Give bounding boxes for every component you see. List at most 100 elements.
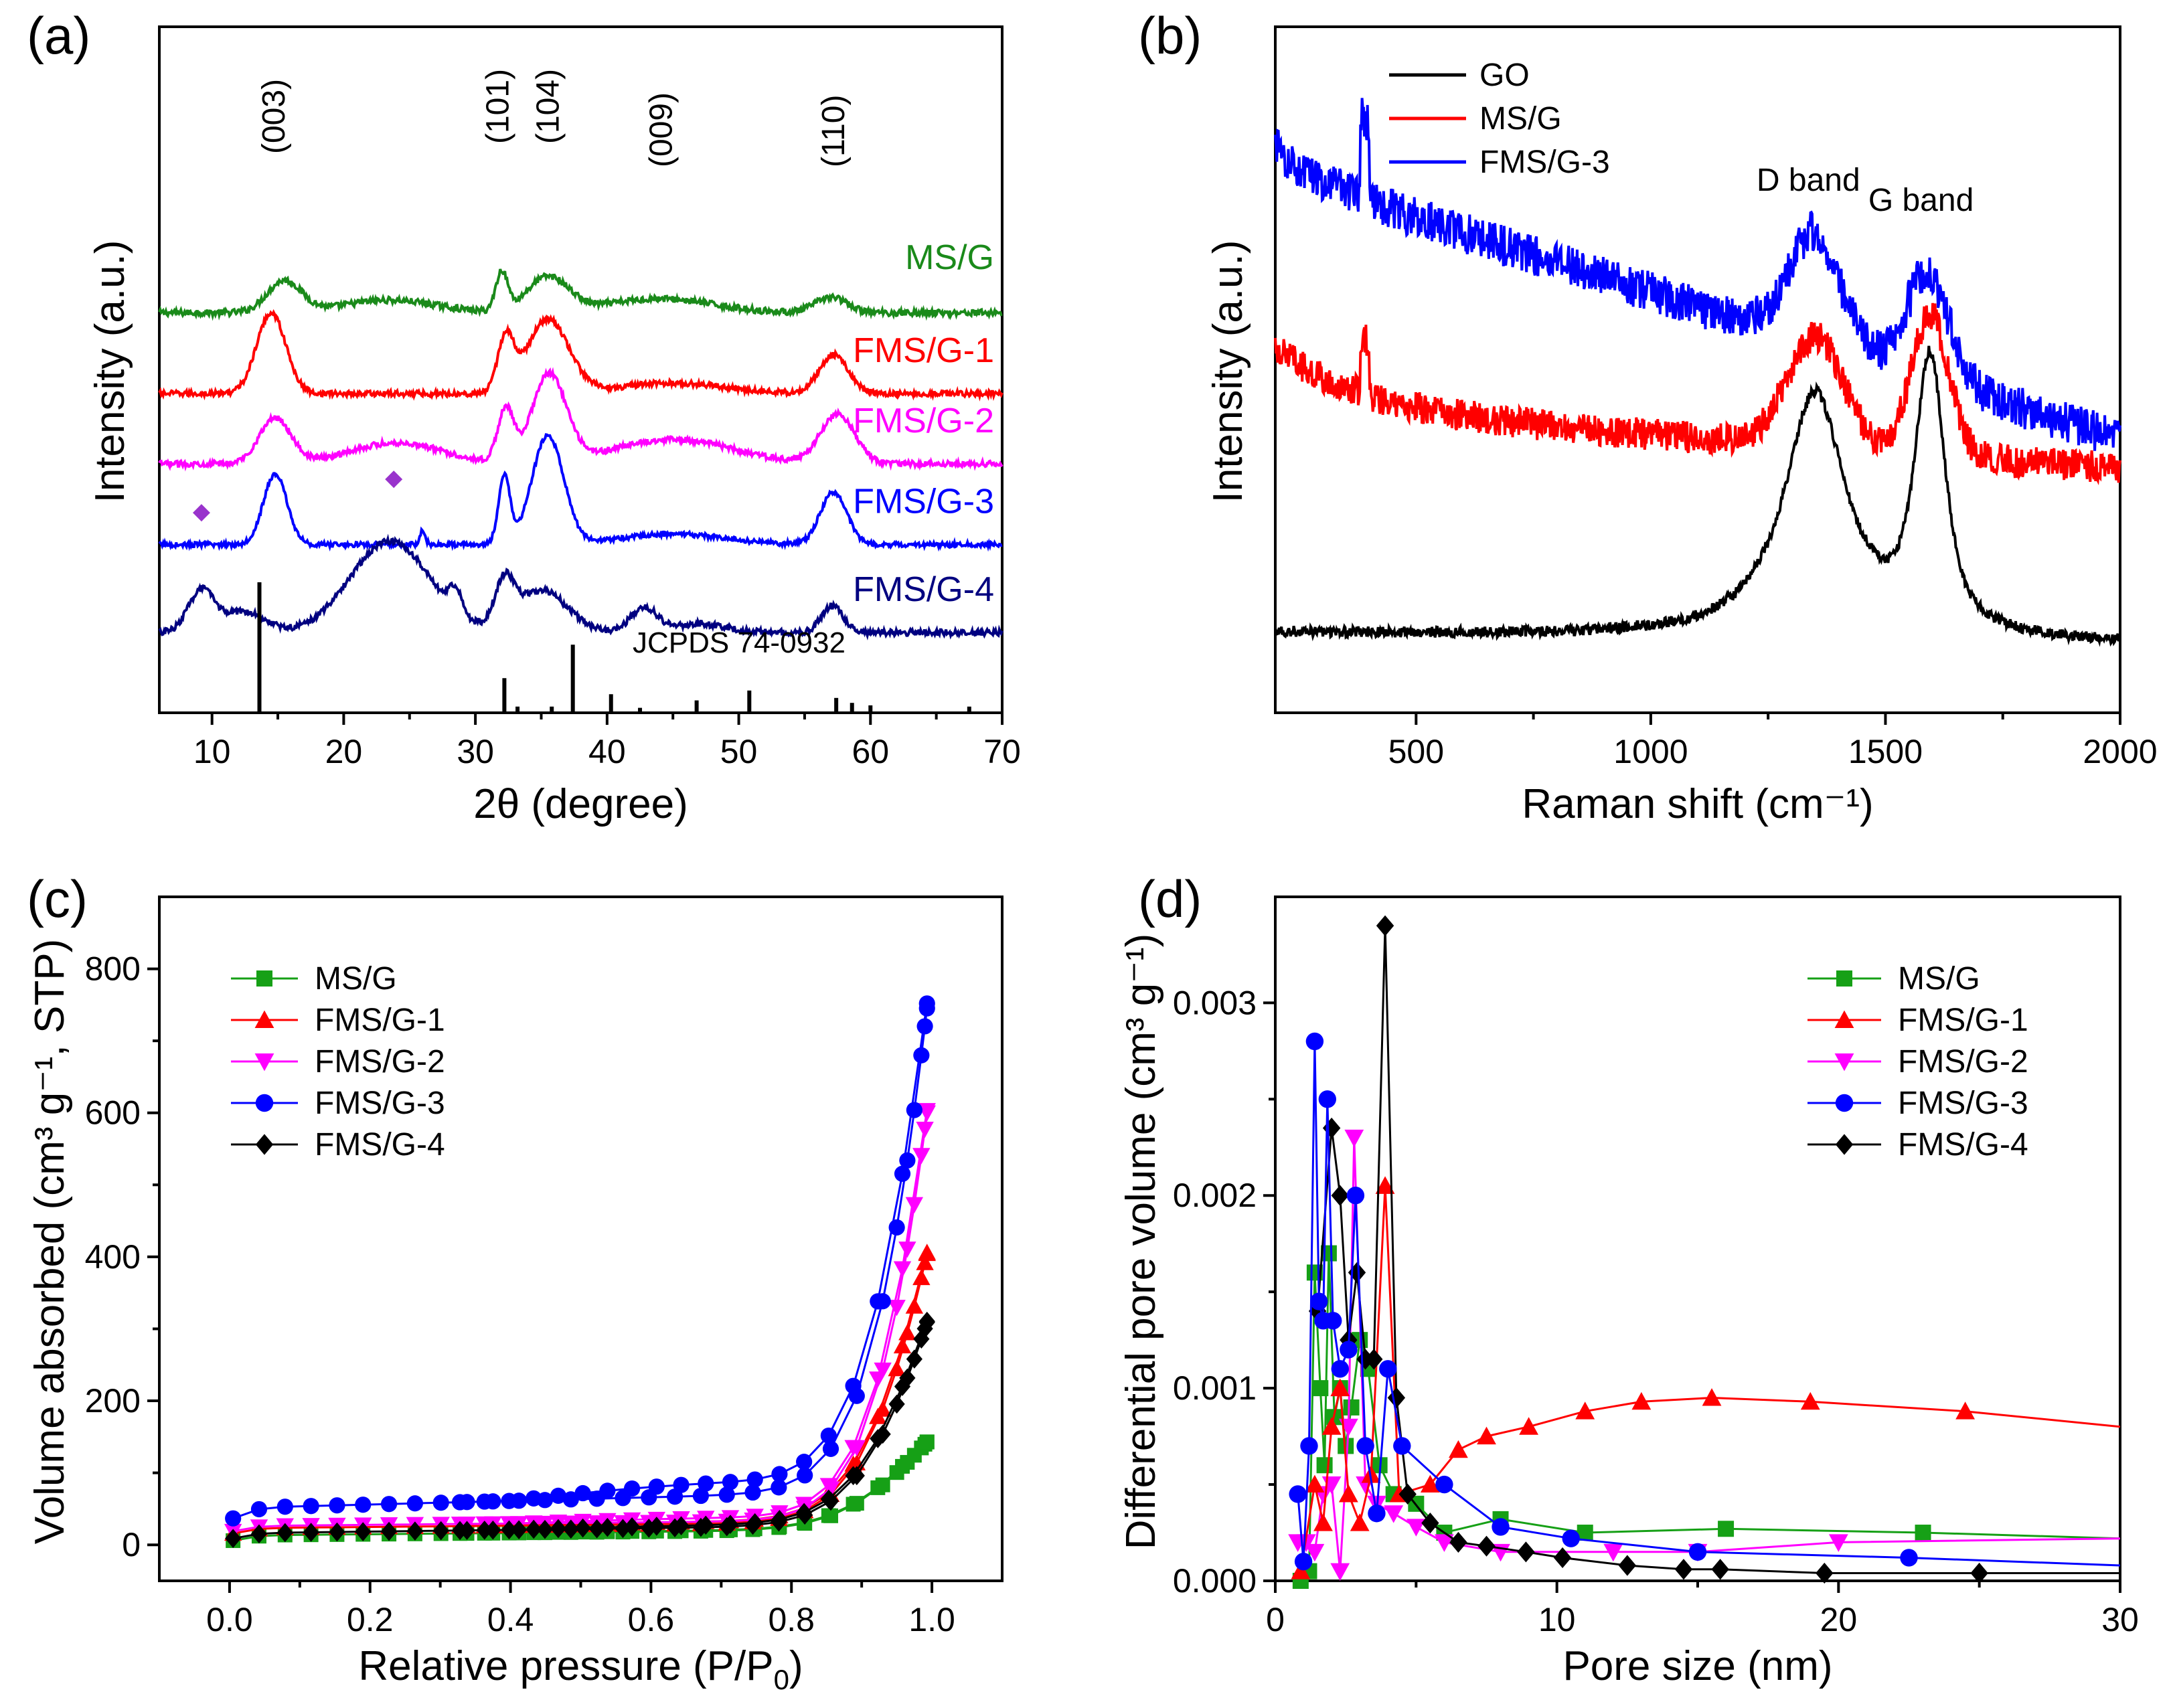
data-point	[821, 1508, 836, 1523]
data-point	[225, 1510, 242, 1527]
data-point	[1718, 1521, 1735, 1537]
data-point	[588, 1519, 605, 1539]
data-point	[1340, 1341, 1358, 1359]
legend-marker	[1834, 1053, 1854, 1072]
data-point	[912, 1148, 931, 1165]
data-point	[870, 1480, 886, 1495]
trace-label: FMS/G-4	[853, 570, 994, 609]
x-tick-label: 10	[193, 733, 231, 770]
data-point	[599, 1482, 616, 1499]
trace-label: FMS/G-1	[853, 331, 994, 370]
panel-b-raman: 500 1000 1500 2000 (b) Raman shift (cm⁻¹) Inte…	[1138, 6, 2158, 827]
data-point	[1955, 1401, 1976, 1420]
y-axis-title: Intensity (a.u.)	[1205, 240, 1251, 503]
data-point	[1517, 1541, 1535, 1563]
data-point	[905, 1197, 924, 1213]
y-tick-label: 0.000	[1173, 1562, 1257, 1600]
data-point	[303, 1523, 319, 1542]
x-tick-label: 40	[588, 733, 626, 770]
data-point	[276, 1499, 293, 1515]
impurity-marker: ◆	[385, 465, 403, 491]
data-point	[913, 1047, 930, 1063]
x-tick-label: 2000	[2083, 733, 2157, 770]
data-point	[1308, 1300, 1327, 1322]
y-tick-label: 600	[85, 1094, 141, 1132]
data-point	[1575, 1401, 1595, 1420]
data-point	[550, 1519, 567, 1539]
legend-label: FMS/G-3	[315, 1086, 445, 1121]
data-point	[1435, 1534, 1454, 1552]
legend-label: FMS/G-3	[1898, 1086, 2028, 1121]
trace-label: FMS/G-3	[853, 483, 994, 521]
data-point	[501, 1520, 517, 1540]
data-point	[874, 1362, 892, 1379]
legend-label: FMS/G-1	[1898, 1003, 2028, 1038]
x-tick-label: 0.4	[487, 1601, 534, 1638]
legend-marker	[254, 1053, 274, 1072]
y-tick-label: 0	[122, 1526, 141, 1563]
x-tick-label: 1.0	[908, 1601, 955, 1638]
data-point	[536, 1519, 554, 1539]
data-point	[501, 1492, 517, 1509]
legend-label: FMS/G-4	[1898, 1127, 2028, 1163]
data-point	[550, 1487, 567, 1504]
xrd-trace-fms-g-4	[158, 533, 1003, 640]
legend-marker	[256, 970, 272, 987]
data-point	[1688, 1543, 1707, 1561]
data-point	[562, 1491, 579, 1508]
data-point	[1387, 1387, 1406, 1409]
data-point	[380, 1521, 398, 1541]
data-point	[845, 1466, 862, 1486]
x-tick-label: 70	[983, 733, 1021, 770]
y-axis-title: Differential pore volume (cm³ g⁻¹)	[1118, 934, 1164, 1550]
data-point	[1331, 1360, 1349, 1378]
data-point	[1376, 915, 1394, 936]
impurity-marker: ◆	[193, 499, 211, 524]
legend-label: FMS/G-4	[315, 1127, 445, 1163]
isotherm-series-fms-g-3	[225, 995, 935, 1527]
y-tick-label: 0.001	[1173, 1369, 1257, 1407]
x-tick-label: 500	[1388, 733, 1444, 770]
data-point	[746, 1513, 763, 1533]
data-point	[844, 1440, 862, 1456]
x-tick-label: 0.0	[206, 1601, 253, 1638]
legend-marker	[1836, 970, 1852, 987]
y-tick-label: 400	[85, 1238, 141, 1276]
data-point	[771, 1509, 788, 1529]
panel-c-letter: (c)	[27, 869, 88, 928]
x-tick-label: 30	[2101, 1601, 2139, 1638]
x-tick-label: 20	[325, 733, 363, 770]
x-axis-title: Raman shift (cm⁻¹)	[1522, 781, 1873, 827]
data-point	[796, 1503, 813, 1523]
data-point	[1289, 1485, 1307, 1503]
x-axis-title: 2θ (degree)	[473, 781, 688, 827]
raman-trace-fms-g-3	[1274, 98, 2121, 451]
data-point	[870, 1293, 886, 1310]
data-point	[1330, 1563, 1350, 1582]
data-point	[1294, 1553, 1313, 1571]
data-point	[380, 1496, 398, 1513]
data-point	[906, 1349, 922, 1369]
data-point	[303, 1498, 319, 1515]
peak-label: (101)	[481, 69, 516, 144]
data-point	[771, 1479, 787, 1496]
panel-c-isotherm: 0.0 0.2 0.4 0.6 0.8 1.0 0 200 400 600 800 (c) Relati…	[27, 869, 1003, 1695]
data-point	[574, 1518, 591, 1538]
data-point	[1321, 1417, 1342, 1435]
data-point	[1449, 1440, 1468, 1458]
data-point	[648, 1517, 665, 1536]
data-point	[797, 1467, 813, 1484]
data-point	[1674, 1559, 1693, 1580]
legend-marker	[254, 1010, 274, 1028]
data-point	[1631, 1391, 1652, 1410]
legend-marker	[255, 1094, 274, 1112]
data-point	[1338, 1484, 1358, 1503]
x-tick-label: 0.2	[347, 1601, 394, 1638]
y-tick-label: 0.002	[1173, 1177, 1257, 1214]
data-point	[1343, 1399, 1360, 1416]
xrd-trace-ms-g	[158, 268, 1003, 321]
data-point	[1316, 1457, 1333, 1474]
reference-label: JCPDS 74-0932	[633, 626, 846, 659]
data-point	[888, 1394, 905, 1414]
